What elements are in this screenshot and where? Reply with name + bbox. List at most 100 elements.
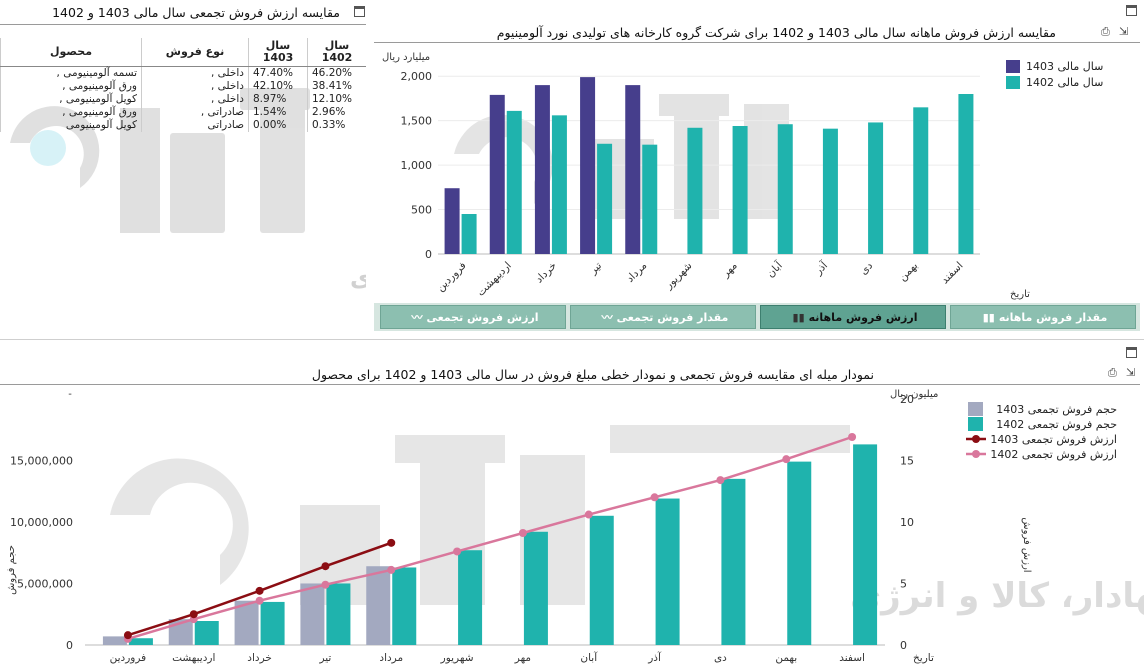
line-point[interactable] bbox=[321, 580, 330, 589]
export-icon[interactable]: ⇲ bbox=[1126, 366, 1136, 379]
cumulative-sales-chart: کارگزار بورس اوراق بهادار، کالا و انرژی … bbox=[6, 389, 1144, 664]
col-product[interactable]: محصول bbox=[0, 38, 142, 67]
bar-cum-1402[interactable] bbox=[392, 567, 417, 645]
cell-product: کویل آلومینیومی , bbox=[0, 93, 142, 106]
legend-swatch bbox=[1006, 76, 1020, 89]
bar-1402[interactable] bbox=[642, 144, 658, 254]
line-chart-icon: 〰 bbox=[601, 311, 613, 324]
bar-cum-1402[interactable] bbox=[787, 461, 812, 645]
bar-cum-1402[interactable] bbox=[721, 478, 746, 645]
col-y1402[interactable]: سال 1402 bbox=[307, 38, 366, 67]
bar-1402[interactable] bbox=[506, 110, 522, 254]
bar-1402[interactable] bbox=[777, 124, 793, 254]
x-tick-label: آبان bbox=[580, 651, 598, 664]
bar-cum-1402[interactable] bbox=[853, 444, 878, 645]
bar-1402[interactable] bbox=[597, 143, 613, 254]
bar-cum-1402[interactable] bbox=[655, 498, 680, 645]
bar-1402[interactable] bbox=[868, 122, 884, 254]
bar-cum-1402[interactable] bbox=[326, 583, 351, 645]
bar-1403[interactable] bbox=[580, 77, 596, 254]
line-point[interactable] bbox=[189, 610, 198, 619]
bar-1402[interactable] bbox=[732, 126, 748, 254]
left-panel-title: مقایسه ارزش فروش تجمعی سال مالی 1403 و 1… bbox=[0, 2, 340, 23]
y-tick-label: 15,000,000 bbox=[10, 454, 73, 467]
cell-y1403: 47.40% bbox=[248, 66, 308, 80]
bar-cum-1402[interactable] bbox=[458, 550, 483, 645]
col-y1403[interactable]: سال 1403 bbox=[248, 38, 308, 67]
y-tick-label: 0 bbox=[425, 248, 432, 261]
bar-1403[interactable] bbox=[444, 188, 460, 254]
bar-cum-1403[interactable] bbox=[234, 600, 259, 645]
y-axis-label: میلیارد ریال bbox=[382, 52, 430, 63]
tab-3[interactable]: ارزش فروش تجمعی〰 bbox=[380, 305, 566, 329]
table-row[interactable]: 0.33% 0.00% صادراتی کویل آلومینیومی bbox=[0, 119, 366, 132]
maximize-icon[interactable] bbox=[1126, 347, 1137, 358]
y2-tick-label: 10 bbox=[900, 516, 914, 529]
line-point[interactable] bbox=[255, 596, 264, 605]
bar-cum-1403[interactable] bbox=[102, 636, 127, 645]
bar-cum-1402[interactable] bbox=[128, 638, 153, 645]
x-tick-label: آبان bbox=[764, 258, 786, 280]
y2-tick-label: 5 bbox=[900, 577, 907, 590]
bar-cum-1402[interactable] bbox=[523, 531, 548, 645]
cell-product: تسمه آلومینیومی , bbox=[0, 66, 142, 80]
bar-1402[interactable] bbox=[958, 94, 974, 254]
line-point[interactable] bbox=[848, 433, 857, 441]
bar-1402[interactable] bbox=[551, 115, 567, 254]
bar-cum-1402[interactable] bbox=[589, 515, 614, 645]
tab-label: مقدار فروش تجمعی bbox=[616, 311, 729, 324]
line-point[interactable] bbox=[321, 562, 330, 571]
line-point[interactable] bbox=[255, 586, 264, 595]
tab-2[interactable]: مقدار فروش تجمعی〰 bbox=[570, 305, 756, 329]
bar-cum-1402[interactable] bbox=[194, 621, 219, 645]
bar-1403[interactable] bbox=[534, 85, 550, 254]
line-point[interactable] bbox=[387, 565, 396, 574]
bar-cum-1403[interactable] bbox=[366, 566, 391, 645]
table-row[interactable]: 12.10% 8.97% داخلی , کویل آلومینیومی , bbox=[0, 93, 366, 106]
bar-cum-1403[interactable] bbox=[300, 583, 325, 645]
y2-unit-label: میلیون ریال bbox=[890, 389, 938, 400]
y-tick-label: 1,000 bbox=[401, 159, 433, 172]
export-icon[interactable]: ⇲ bbox=[1119, 25, 1129, 38]
table-row[interactable]: 46.20% 47.40% داخلی , تسمه آلومینیومی , bbox=[0, 66, 366, 80]
bar-1403[interactable] bbox=[489, 94, 505, 254]
line-point[interactable] bbox=[518, 529, 527, 537]
x-tick-label: دی bbox=[858, 259, 876, 277]
bar-1402[interactable] bbox=[822, 128, 838, 254]
x-tick-label: اردیبهشت bbox=[475, 260, 514, 299]
line-point[interactable] bbox=[584, 510, 593, 519]
table-row[interactable]: 2.96% 1.54% صادراتی , ورق آلومینیومی , bbox=[0, 106, 366, 119]
monthly-sales-chart: میلیارد ریال 0 500 1,000 1,500 2,000 فروردین ار… bbox=[382, 52, 1103, 300]
watermark-tagline: کارگزار بورس اوراق بهادار، کالا و انرژی bbox=[850, 576, 1144, 616]
line-point[interactable] bbox=[782, 455, 791, 464]
maximize-icon[interactable] bbox=[354, 6, 365, 17]
line-point[interactable] bbox=[453, 547, 462, 556]
cell-product: کویل آلومینیومی bbox=[0, 119, 142, 132]
cell-y1402: 12.10% bbox=[307, 93, 366, 106]
line-point[interactable] bbox=[650, 493, 659, 502]
left-panel: مقایسه ارزش فروش تجمعی سال مالی 1403 و 1… bbox=[0, 0, 370, 330]
bar-cum-1402[interactable] bbox=[260, 601, 285, 645]
cell-sale-type: صادراتی , bbox=[141, 106, 249, 119]
cell-y1403: 1.54% bbox=[248, 106, 308, 119]
x-tick-label: بهمن bbox=[896, 260, 920, 284]
cell-y1402: 38.41% bbox=[307, 80, 366, 93]
line-point[interactable] bbox=[387, 538, 396, 547]
bar-1403[interactable] bbox=[625, 85, 641, 254]
col-sale-type[interactable]: نوع فروش bbox=[141, 38, 249, 67]
print-icon[interactable]: ⎙ bbox=[1108, 366, 1117, 379]
bar-1402[interactable] bbox=[461, 214, 477, 254]
cell-y1403: 0.00% bbox=[248, 119, 308, 132]
bar-1402[interactable] bbox=[913, 107, 929, 254]
bar-1402[interactable] bbox=[687, 127, 703, 254]
table-row[interactable]: 38.41% 42.10% داخلی , ورق آلومینیومی , bbox=[0, 80, 366, 93]
print-icon[interactable]: ⎙ bbox=[1101, 25, 1110, 38]
legend-marker bbox=[972, 450, 980, 458]
tab-0[interactable]: مقدار فروش ماهانه▮▮ bbox=[950, 305, 1136, 329]
line-point[interactable] bbox=[716, 476, 725, 485]
tab-1[interactable]: ارزش فروش ماهانه▮▮ bbox=[760, 305, 946, 329]
maximize-icon[interactable] bbox=[1126, 5, 1137, 16]
x-tick-label: خرداد bbox=[247, 652, 272, 664]
x-tick-label: مهر bbox=[719, 260, 740, 281]
line-point[interactable] bbox=[123, 631, 132, 640]
